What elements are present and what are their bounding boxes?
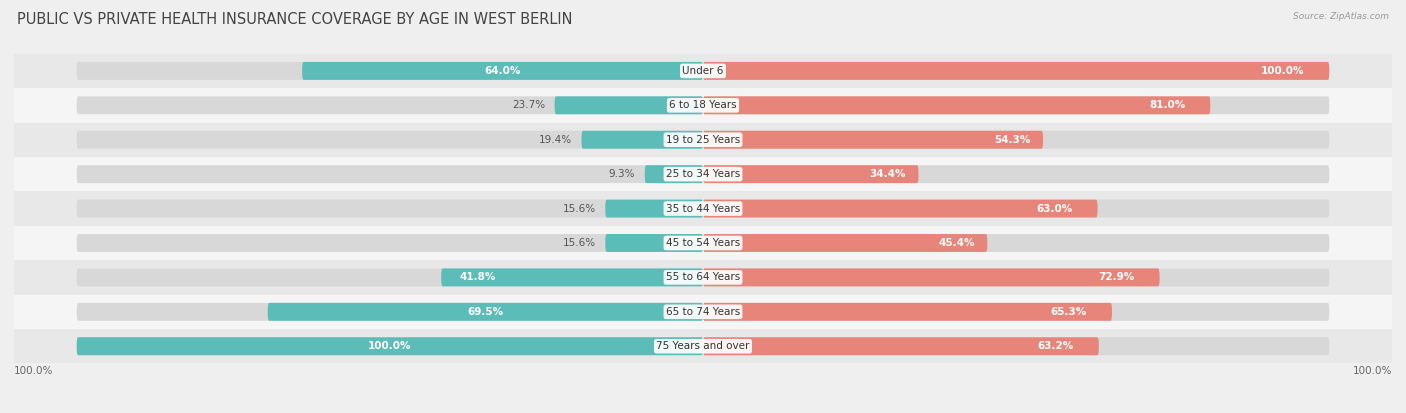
FancyBboxPatch shape: [703, 199, 1098, 218]
Text: 45 to 54 Years: 45 to 54 Years: [666, 238, 740, 248]
Bar: [14, 54, 1392, 88]
FancyBboxPatch shape: [703, 96, 1329, 114]
Text: 72.9%: 72.9%: [1098, 273, 1135, 282]
Text: 35 to 44 Years: 35 to 44 Years: [666, 204, 740, 214]
FancyBboxPatch shape: [606, 234, 703, 252]
Bar: [14, 226, 1392, 260]
FancyBboxPatch shape: [703, 165, 918, 183]
Text: 9.3%: 9.3%: [609, 169, 636, 179]
FancyBboxPatch shape: [703, 96, 1211, 114]
Text: 65 to 74 Years: 65 to 74 Years: [666, 307, 740, 317]
Text: 64.0%: 64.0%: [485, 66, 520, 76]
Text: PUBLIC VS PRIVATE HEALTH INSURANCE COVERAGE BY AGE IN WEST BERLIN: PUBLIC VS PRIVATE HEALTH INSURANCE COVER…: [17, 12, 572, 27]
FancyBboxPatch shape: [77, 96, 703, 114]
FancyBboxPatch shape: [703, 62, 1329, 80]
Text: 6 to 18 Years: 6 to 18 Years: [669, 100, 737, 110]
FancyBboxPatch shape: [77, 268, 703, 286]
FancyBboxPatch shape: [703, 337, 1329, 355]
FancyBboxPatch shape: [441, 268, 703, 286]
Text: 45.4%: 45.4%: [938, 238, 974, 248]
Text: 41.8%: 41.8%: [460, 273, 496, 282]
FancyBboxPatch shape: [554, 96, 703, 114]
Text: 54.3%: 54.3%: [994, 135, 1031, 145]
FancyBboxPatch shape: [645, 165, 703, 183]
Text: 19.4%: 19.4%: [538, 135, 572, 145]
FancyBboxPatch shape: [77, 337, 703, 355]
FancyBboxPatch shape: [703, 131, 1329, 149]
Text: 25 to 34 Years: 25 to 34 Years: [666, 169, 740, 179]
FancyBboxPatch shape: [703, 303, 1329, 321]
Text: 69.5%: 69.5%: [467, 307, 503, 317]
Text: 100.0%: 100.0%: [1353, 366, 1392, 376]
FancyBboxPatch shape: [77, 337, 703, 355]
Bar: [14, 260, 1392, 294]
Text: 75 Years and over: 75 Years and over: [657, 341, 749, 351]
FancyBboxPatch shape: [77, 234, 703, 252]
FancyBboxPatch shape: [267, 303, 703, 321]
Text: 100.0%: 100.0%: [1261, 66, 1305, 76]
Text: 55 to 64 Years: 55 to 64 Years: [666, 273, 740, 282]
Text: 63.2%: 63.2%: [1038, 341, 1074, 351]
Text: 65.3%: 65.3%: [1050, 307, 1087, 317]
Bar: [14, 329, 1392, 363]
FancyBboxPatch shape: [703, 268, 1160, 286]
FancyBboxPatch shape: [703, 234, 987, 252]
FancyBboxPatch shape: [703, 165, 1329, 183]
Bar: [14, 123, 1392, 157]
Bar: [14, 88, 1392, 123]
FancyBboxPatch shape: [77, 62, 703, 80]
Text: 15.6%: 15.6%: [562, 238, 596, 248]
Text: 81.0%: 81.0%: [1149, 100, 1185, 110]
Text: Source: ZipAtlas.com: Source: ZipAtlas.com: [1294, 12, 1389, 21]
Bar: [14, 294, 1392, 329]
Bar: [14, 157, 1392, 191]
Text: Under 6: Under 6: [682, 66, 724, 76]
Text: 34.4%: 34.4%: [869, 169, 905, 179]
FancyBboxPatch shape: [703, 62, 1329, 80]
Text: 15.6%: 15.6%: [562, 204, 596, 214]
FancyBboxPatch shape: [703, 199, 1329, 218]
FancyBboxPatch shape: [77, 303, 703, 321]
Text: 19 to 25 Years: 19 to 25 Years: [666, 135, 740, 145]
Text: 100.0%: 100.0%: [368, 341, 412, 351]
Bar: [14, 191, 1392, 226]
FancyBboxPatch shape: [703, 337, 1099, 355]
FancyBboxPatch shape: [703, 131, 1043, 149]
Text: 23.7%: 23.7%: [512, 100, 546, 110]
FancyBboxPatch shape: [77, 199, 703, 218]
FancyBboxPatch shape: [703, 234, 1329, 252]
FancyBboxPatch shape: [582, 131, 703, 149]
Text: 100.0%: 100.0%: [14, 366, 53, 376]
FancyBboxPatch shape: [302, 62, 703, 80]
FancyBboxPatch shape: [606, 199, 703, 218]
FancyBboxPatch shape: [703, 268, 1329, 286]
FancyBboxPatch shape: [77, 131, 703, 149]
FancyBboxPatch shape: [703, 303, 1112, 321]
Text: 63.0%: 63.0%: [1036, 204, 1073, 214]
FancyBboxPatch shape: [77, 165, 703, 183]
